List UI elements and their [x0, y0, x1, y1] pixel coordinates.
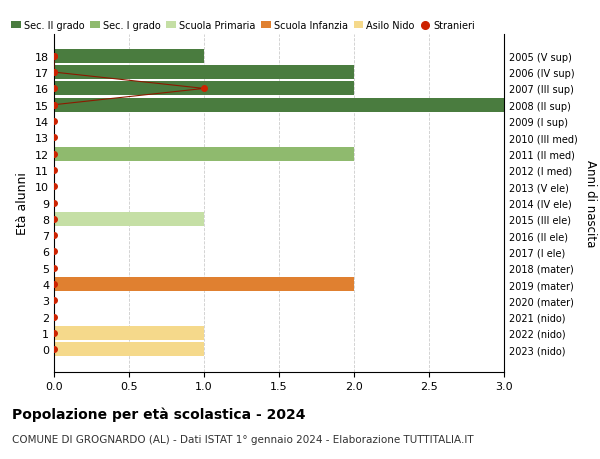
Text: Popolazione per età scolastica - 2024: Popolazione per età scolastica - 2024 — [12, 406, 305, 421]
Bar — [54, 147, 354, 161]
Bar — [54, 82, 354, 96]
Text: COMUNE DI GROGNARDO (AL) - Dati ISTAT 1° gennaio 2024 - Elaborazione TUTTITALIA.: COMUNE DI GROGNARDO (AL) - Dati ISTAT 1°… — [12, 434, 473, 444]
Legend: Sec. II grado, Sec. I grado, Scuola Primaria, Scuola Infanzia, Asilo Nido, Stran: Sec. II grado, Sec. I grado, Scuola Prim… — [7, 17, 479, 35]
Bar — [54, 326, 204, 340]
Bar — [54, 213, 204, 226]
Bar — [54, 342, 204, 357]
Bar — [54, 278, 354, 291]
Bar — [54, 50, 204, 64]
Bar — [54, 99, 504, 112]
Y-axis label: Anni di nascita: Anni di nascita — [584, 160, 597, 246]
Bar — [54, 66, 354, 80]
Y-axis label: Età alunni: Età alunni — [16, 172, 29, 235]
